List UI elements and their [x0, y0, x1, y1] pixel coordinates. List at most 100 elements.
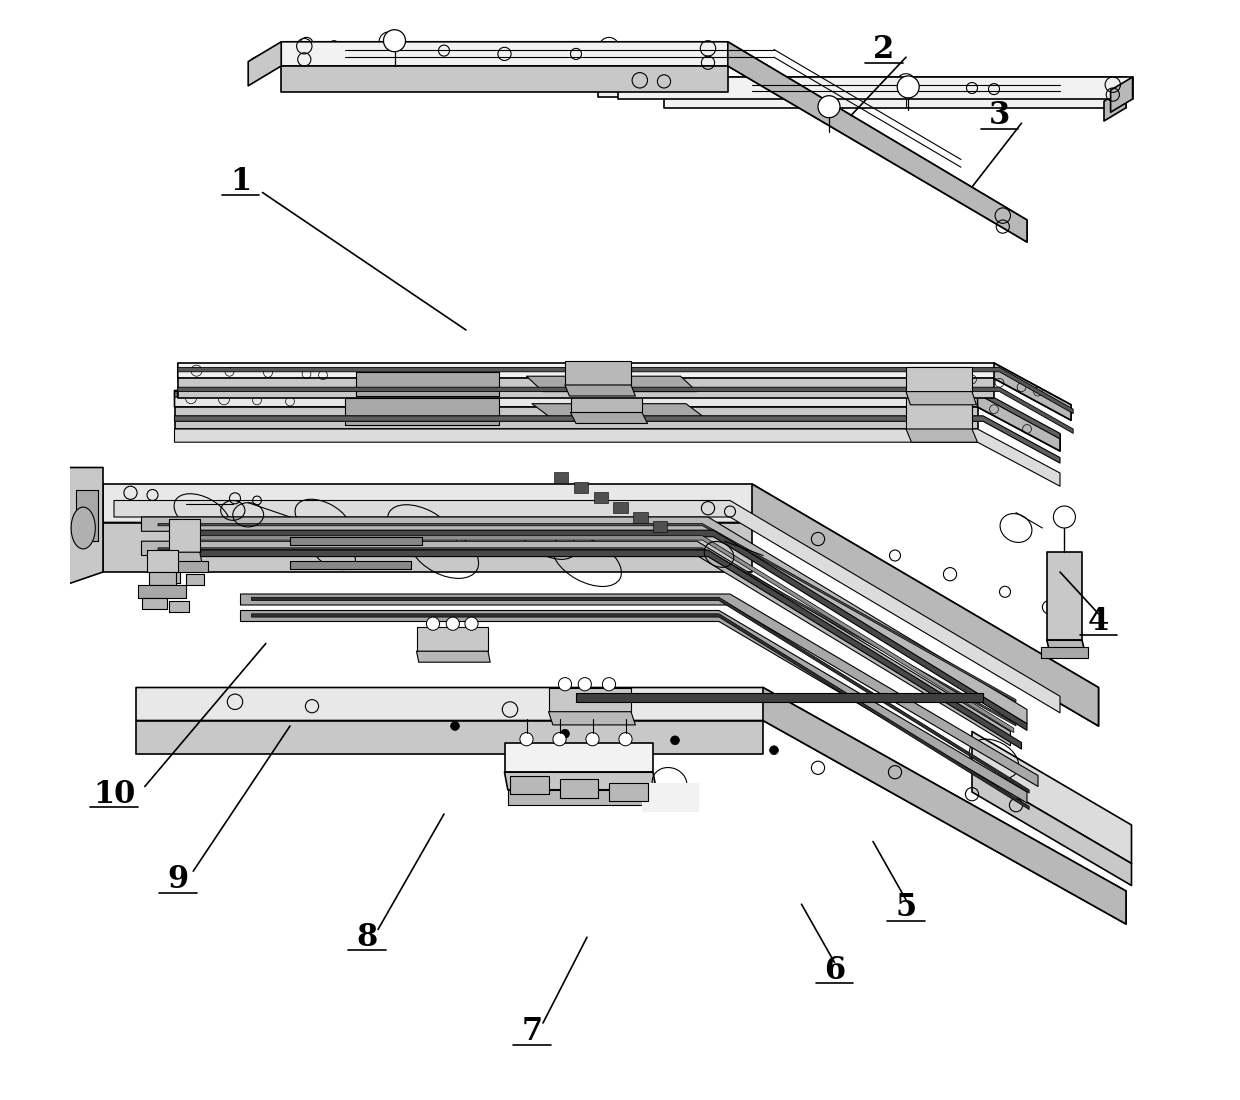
Circle shape — [671, 736, 680, 745]
Polygon shape — [64, 468, 103, 585]
Polygon shape — [1047, 640, 1085, 653]
Polygon shape — [532, 404, 708, 420]
Text: 7: 7 — [522, 1016, 543, 1047]
Polygon shape — [141, 598, 167, 609]
Polygon shape — [663, 88, 1126, 108]
Polygon shape — [141, 517, 1027, 724]
Polygon shape — [570, 387, 642, 412]
Polygon shape — [136, 720, 763, 754]
Polygon shape — [284, 62, 724, 88]
Polygon shape — [169, 601, 188, 612]
Circle shape — [603, 678, 615, 691]
Polygon shape — [594, 492, 608, 503]
Polygon shape — [76, 490, 98, 541]
Polygon shape — [103, 522, 751, 572]
Circle shape — [558, 678, 572, 691]
Text: 4: 4 — [1087, 606, 1109, 637]
Polygon shape — [906, 429, 977, 442]
Polygon shape — [906, 367, 972, 392]
Polygon shape — [510, 776, 548, 794]
Polygon shape — [252, 42, 284, 79]
Polygon shape — [177, 363, 1071, 420]
Circle shape — [770, 746, 779, 755]
Circle shape — [450, 722, 459, 730]
Polygon shape — [248, 42, 281, 86]
Ellipse shape — [71, 507, 95, 549]
Circle shape — [427, 617, 440, 630]
Polygon shape — [252, 597, 1029, 793]
Polygon shape — [614, 502, 627, 513]
Polygon shape — [728, 42, 1027, 242]
Polygon shape — [252, 614, 1029, 810]
Circle shape — [897, 74, 916, 94]
Polygon shape — [565, 385, 635, 396]
Text: 5: 5 — [895, 892, 916, 923]
Polygon shape — [505, 772, 656, 790]
Polygon shape — [169, 519, 200, 552]
Polygon shape — [48, 468, 64, 596]
Circle shape — [553, 733, 567, 746]
Polygon shape — [281, 66, 728, 92]
Polygon shape — [554, 472, 568, 483]
Polygon shape — [994, 363, 1071, 420]
Polygon shape — [175, 390, 1060, 451]
Polygon shape — [175, 407, 977, 429]
Polygon shape — [160, 572, 180, 583]
Polygon shape — [598, 77, 1126, 97]
Polygon shape — [356, 372, 498, 396]
Circle shape — [446, 617, 459, 630]
Polygon shape — [175, 392, 1060, 439]
Polygon shape — [191, 550, 1022, 749]
Polygon shape — [281, 42, 1027, 242]
Polygon shape — [609, 783, 647, 801]
Circle shape — [585, 733, 599, 746]
Text: 6: 6 — [823, 955, 846, 986]
Polygon shape — [642, 783, 699, 812]
Circle shape — [578, 678, 591, 691]
Polygon shape — [972, 770, 1131, 886]
Polygon shape — [565, 361, 631, 385]
Polygon shape — [548, 688, 631, 712]
Polygon shape — [177, 387, 1073, 433]
Polygon shape — [160, 561, 207, 572]
Polygon shape — [548, 712, 635, 725]
Circle shape — [379, 32, 399, 52]
Text: 3: 3 — [988, 100, 1011, 131]
Circle shape — [619, 733, 632, 746]
Polygon shape — [508, 790, 656, 805]
Polygon shape — [175, 429, 1060, 486]
Polygon shape — [1104, 88, 1126, 121]
Polygon shape — [186, 574, 205, 585]
Polygon shape — [196, 536, 1014, 733]
Polygon shape — [241, 594, 1038, 786]
Text: 10: 10 — [93, 779, 135, 810]
Polygon shape — [618, 77, 1132, 99]
Polygon shape — [763, 688, 1126, 924]
Text: 2: 2 — [873, 34, 894, 65]
Polygon shape — [141, 541, 1011, 746]
Polygon shape — [417, 651, 490, 662]
Circle shape — [939, 387, 950, 398]
Polygon shape — [505, 742, 653, 772]
Polygon shape — [527, 376, 697, 392]
Polygon shape — [1111, 77, 1132, 112]
Text: 9: 9 — [167, 865, 188, 895]
Polygon shape — [559, 779, 598, 798]
Polygon shape — [322, 50, 694, 55]
Polygon shape — [1042, 647, 1087, 658]
Text: 8: 8 — [356, 922, 378, 953]
Polygon shape — [634, 512, 647, 522]
Polygon shape — [751, 484, 1099, 726]
Circle shape — [560, 729, 569, 738]
Circle shape — [383, 30, 405, 52]
Polygon shape — [972, 732, 1131, 864]
Polygon shape — [175, 530, 1027, 730]
Polygon shape — [345, 398, 498, 425]
Polygon shape — [177, 378, 994, 398]
Polygon shape — [290, 537, 422, 544]
Polygon shape — [103, 484, 1099, 726]
Polygon shape — [136, 688, 1126, 924]
Circle shape — [465, 617, 479, 630]
Polygon shape — [785, 82, 1044, 88]
Polygon shape — [175, 416, 1060, 463]
